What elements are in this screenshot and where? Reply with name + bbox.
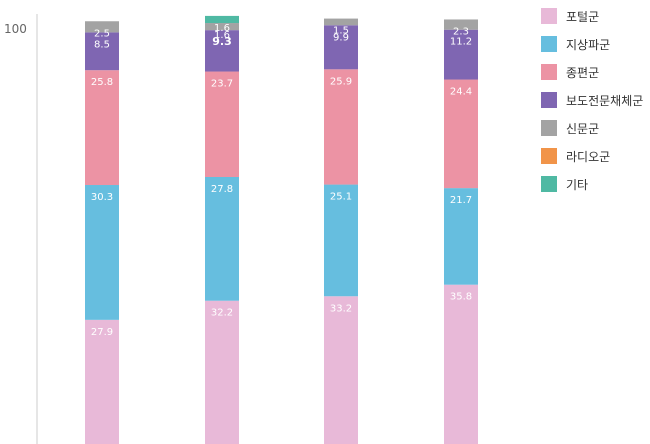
data-label: 1.5 xyxy=(333,26,349,37)
bar-segment xyxy=(85,185,119,320)
bar-segment xyxy=(85,21,119,33)
legend-swatch xyxy=(541,148,557,164)
data-label: 30.3 xyxy=(91,192,113,203)
legend-swatch xyxy=(541,8,557,24)
legend-label: 신문군 xyxy=(566,122,599,136)
data-label: 1.6 xyxy=(214,30,230,41)
bar-segment xyxy=(324,25,358,70)
bar-segment xyxy=(444,79,478,189)
bar-segment xyxy=(205,23,239,31)
data-label: 11.2 xyxy=(450,37,472,48)
bar-segment xyxy=(324,18,358,26)
legend-label: 종편군 xyxy=(566,66,599,80)
data-label: 2.3 xyxy=(453,26,469,37)
data-label: 2.5 xyxy=(94,28,110,39)
data-label: 25.8 xyxy=(91,77,113,88)
legend-swatch xyxy=(541,92,557,108)
bar-segment xyxy=(324,69,358,185)
legend-swatch xyxy=(541,36,557,52)
data-label: 25.9 xyxy=(330,76,352,87)
bar-segment xyxy=(444,284,478,444)
bar-segment xyxy=(444,188,478,285)
data-label: 24.4 xyxy=(450,87,472,98)
data-label: 23.7 xyxy=(211,79,233,90)
bar-segment xyxy=(205,15,239,24)
data-label: 27.8 xyxy=(211,184,233,195)
legend-label: 기타 xyxy=(566,178,588,192)
data-label: 9.9 xyxy=(333,32,349,43)
bar-segment xyxy=(205,300,239,444)
legend-swatch xyxy=(541,64,557,80)
data-label: 21.7 xyxy=(450,195,472,206)
legend-label: 포털군 xyxy=(566,10,599,24)
data-label: 9.3 xyxy=(212,35,232,48)
bar-segment xyxy=(324,296,358,444)
legend-swatch xyxy=(541,176,557,192)
legend-label: 라디오군 xyxy=(566,150,610,164)
bar-segment xyxy=(85,319,119,444)
data-label: 1.6 xyxy=(214,23,230,34)
bar-segment xyxy=(85,70,119,186)
bar-segment xyxy=(205,177,239,301)
bar-segment xyxy=(85,32,119,71)
data-label: 25.1 xyxy=(330,192,352,203)
legend-label: 지상파군 xyxy=(566,38,610,52)
legend-label: 보도전문채체군 xyxy=(566,94,643,108)
bar-segment xyxy=(205,30,239,72)
bar-segment xyxy=(205,71,239,177)
data-label: 35.8 xyxy=(450,292,472,303)
data-label: 27.9 xyxy=(91,327,113,338)
bars xyxy=(85,15,478,444)
y-tick-label: 100 xyxy=(4,22,27,36)
data-labels: 27.9 30.3 25.8 8.52.5 32.2 27.8 23.7 9.31.61.6 3… xyxy=(91,23,472,338)
data-label: 33.2 xyxy=(330,303,352,314)
bar-segment xyxy=(444,29,478,80)
y-axis-ticks: 100 xyxy=(4,22,27,36)
bar-segment xyxy=(444,19,478,30)
legend-swatch xyxy=(541,120,557,136)
bar-segment xyxy=(324,184,358,297)
data-label: 32.2 xyxy=(211,308,233,319)
data-label: 8.5 xyxy=(94,39,110,50)
